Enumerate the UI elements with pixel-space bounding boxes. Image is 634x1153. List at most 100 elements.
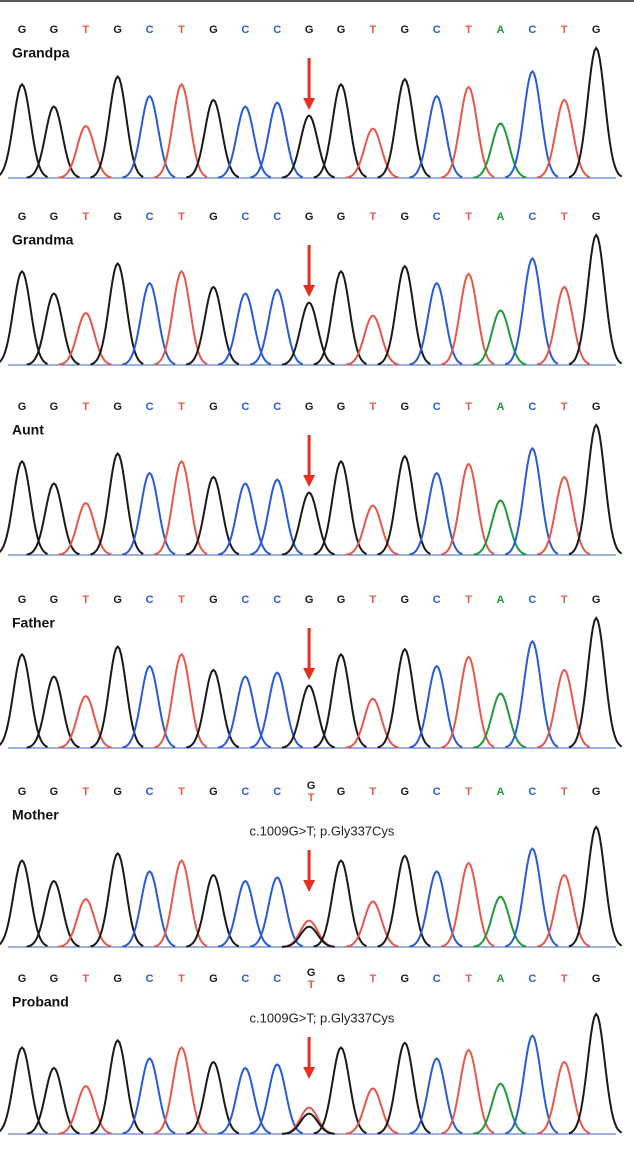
trace-peak — [410, 473, 463, 554]
base-call: C — [273, 211, 281, 223]
base-call: T — [370, 594, 377, 606]
base-call: C — [241, 973, 249, 985]
base-call: G — [337, 401, 346, 413]
base-call: G — [305, 211, 314, 223]
base-call: C — [241, 594, 249, 606]
base-call: T — [178, 594, 185, 606]
trace-peak — [250, 290, 303, 365]
panel-label: Proband — [12, 994, 69, 1010]
base-call: T — [308, 792, 315, 804]
base-call: G — [113, 973, 122, 985]
trace-peak — [122, 473, 175, 554]
base-call: A — [497, 401, 505, 413]
base-call: G — [401, 786, 410, 798]
base-call: G — [113, 24, 122, 36]
trace-peak — [218, 294, 271, 365]
base-call: G — [401, 24, 410, 36]
base-call: G — [305, 594, 314, 606]
chromatogram-figure: GrandpaGGTGCTGCCGGTGCTACTGGrandmaGGTGCTG… — [0, 0, 634, 1153]
trace-peak — [218, 1068, 271, 1134]
base-call: A — [497, 786, 505, 798]
trace-peak — [0, 461, 48, 554]
base-call: G — [305, 24, 314, 36]
base-call: G — [592, 594, 601, 606]
trace-peak — [0, 861, 48, 947]
base-call: C — [433, 786, 441, 798]
variant-annotation: c.1009G>T; p.Gly337Cys — [250, 823, 395, 838]
base-call: G — [401, 401, 410, 413]
base-call: T — [561, 973, 568, 985]
trace-peak — [282, 686, 335, 748]
base-call: G — [337, 786, 346, 798]
base-call: G — [113, 594, 122, 606]
base-call: T — [465, 594, 472, 606]
base-call: G — [337, 24, 346, 36]
variant-annotation: c.1009G>T; p.Gly337Cys — [250, 1010, 395, 1025]
base-call: A — [497, 24, 505, 36]
trace-peak — [410, 283, 463, 364]
base-call: T — [561, 24, 568, 36]
base-call: T — [465, 973, 472, 985]
base-call: G — [401, 211, 410, 223]
base-call: T — [561, 594, 568, 606]
trace-peak — [218, 484, 271, 555]
base-call: C — [528, 24, 536, 36]
trace-peak — [122, 283, 175, 364]
trace-peak — [410, 666, 463, 747]
base-call: G — [18, 594, 27, 606]
base-call: T — [82, 973, 89, 985]
base-call: T — [370, 24, 377, 36]
base-call: C — [146, 401, 154, 413]
base-call: C — [146, 786, 154, 798]
base-call: C — [146, 24, 154, 36]
base-call: T — [561, 211, 568, 223]
base-call: A — [497, 973, 505, 985]
trace-peak — [218, 881, 271, 947]
chromatogram-panel: Probandc.1009G>T; p.Gly337CysGGTGCTGCCGT… — [0, 967, 622, 1134]
trace-peak — [154, 654, 207, 747]
base-call: G — [592, 211, 601, 223]
trace-peak — [122, 871, 175, 946]
base-call: T — [178, 401, 185, 413]
panel-label: Father — [12, 615, 55, 631]
base-call: G — [337, 594, 346, 606]
base-call: T — [465, 24, 472, 36]
base-call: C — [241, 786, 249, 798]
base-call: C — [528, 786, 536, 798]
arrow-head — [303, 1067, 315, 1079]
base-call: T — [82, 401, 89, 413]
arrow-head — [303, 98, 315, 110]
panel-label: Mother — [12, 807, 59, 823]
trace-peak — [250, 1064, 303, 1133]
base-call: G — [50, 594, 59, 606]
base-call: T — [178, 211, 185, 223]
trace-peak — [0, 1048, 48, 1134]
base-call: G — [209, 973, 218, 985]
base-call: T — [82, 594, 89, 606]
base-call: T — [308, 979, 315, 991]
base-call: G — [113, 786, 122, 798]
base-call: G — [307, 967, 316, 979]
base-call: T — [178, 786, 185, 798]
base-call: T — [370, 211, 377, 223]
base-call: C — [241, 24, 249, 36]
trace-peak — [282, 493, 335, 555]
trace-peak — [569, 48, 622, 177]
base-call: G — [337, 211, 346, 223]
trace-peak — [154, 1048, 207, 1134]
trace-peak — [569, 425, 622, 554]
base-call: G — [337, 973, 346, 985]
base-call: C — [433, 401, 441, 413]
base-call: T — [370, 401, 377, 413]
base-call: G — [18, 401, 27, 413]
trace-peak — [186, 100, 239, 178]
trace-peak — [122, 1058, 175, 1133]
base-call: G — [209, 594, 218, 606]
base-call: C — [241, 211, 249, 223]
base-call: G — [592, 401, 601, 413]
base-call: C — [433, 973, 441, 985]
trace-peak — [154, 861, 207, 947]
